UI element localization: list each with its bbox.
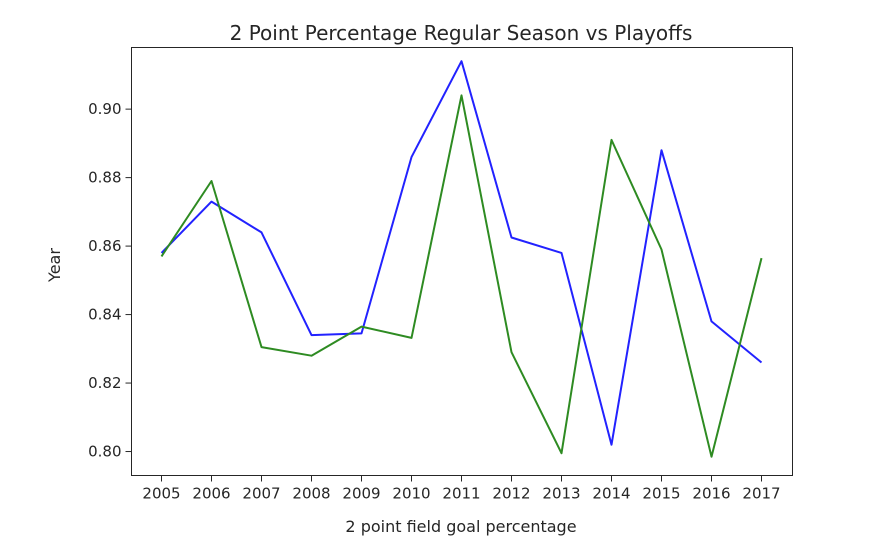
x-axis-label: 2 point field goal percentage	[345, 517, 576, 536]
y-tick-label: 0.80	[88, 443, 121, 461]
x-tick-label: 2009	[342, 485, 380, 503]
x-tick-label: 2017	[742, 485, 780, 503]
y-tick-label: 0.84	[88, 306, 121, 324]
x-tick-label: 2014	[592, 485, 630, 503]
y-tick-label: 0.82	[88, 374, 121, 392]
x-tick-label: 2006	[192, 485, 230, 503]
y-axis: 0.80 0.82 0.84 0.86 0.88 0.90	[88, 100, 132, 461]
x-tick-label: 2016	[692, 485, 730, 503]
x-tick-label: 2010	[392, 485, 430, 503]
x-tick-label: 2011	[442, 485, 480, 503]
x-tick-label: 2005	[142, 485, 180, 503]
x-tick-label: 2008	[292, 485, 330, 503]
plot-lines	[160, 60, 763, 458]
y-tick-label: 0.86	[88, 237, 121, 255]
x-tick-label: 2007	[242, 485, 280, 503]
y-axis-label: Year	[45, 248, 64, 283]
series-line-1	[160, 60, 763, 446]
series-line-2	[160, 94, 763, 458]
y-tick-label: 0.90	[88, 100, 121, 118]
x-tick-label: 2015	[642, 485, 680, 503]
x-axis: 2005 2006 2007 2008 2009 2010 2011 2012 2013 2014…	[142, 475, 781, 503]
x-tick-label: 2013	[542, 485, 580, 503]
chart-title: 2 Point Percentage Regular Season vs Pla…	[230, 21, 693, 45]
y-tick-label: 0.88	[88, 169, 121, 187]
x-tick-label: 2012	[492, 485, 530, 503]
